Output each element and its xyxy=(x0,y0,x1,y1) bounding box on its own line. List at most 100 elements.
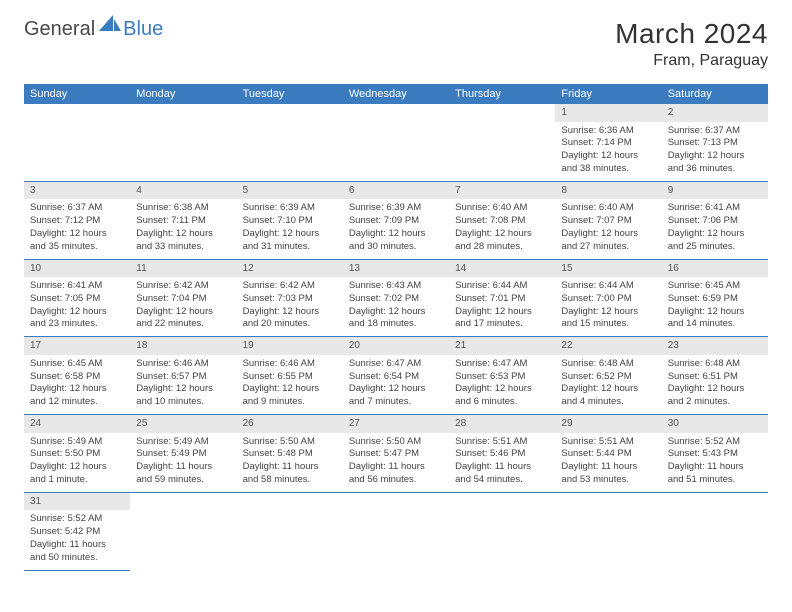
sunset-line: Sunset: 5:44 PM xyxy=(561,448,655,461)
daylight-line: Daylight: 12 hours and 31 minutes. xyxy=(243,228,337,254)
day-number-cell xyxy=(449,104,555,122)
weekday-header: Tuesday xyxy=(237,84,343,104)
day-detail-cell xyxy=(449,510,555,570)
day-detail-cell: Sunrise: 5:50 AMSunset: 5:47 PMDaylight:… xyxy=(343,433,449,493)
day-detail-cell: Sunrise: 5:50 AMSunset: 5:48 PMDaylight:… xyxy=(237,433,343,493)
day-number-cell: 3 xyxy=(24,181,130,199)
sunrise-line: Sunrise: 6:39 AM xyxy=(243,202,337,215)
day-number-cell: 27 xyxy=(343,415,449,433)
sunrise-line: Sunrise: 6:39 AM xyxy=(349,202,443,215)
day-detail-row: Sunrise: 6:37 AMSunset: 7:12 PMDaylight:… xyxy=(24,199,768,259)
day-number-row: 24252627282930 xyxy=(24,415,768,433)
day-number-cell: 8 xyxy=(555,181,661,199)
sunrise-line: Sunrise: 6:46 AM xyxy=(136,358,230,371)
sunrise-line: Sunrise: 6:38 AM xyxy=(136,202,230,215)
sunset-line: Sunset: 5:50 PM xyxy=(30,448,124,461)
sunset-line: Sunset: 7:05 PM xyxy=(30,293,124,306)
daylight-line: Daylight: 12 hours and 17 minutes. xyxy=(455,306,549,332)
day-detail-cell: Sunrise: 6:41 AMSunset: 7:06 PMDaylight:… xyxy=(662,199,768,259)
day-number-cell: 12 xyxy=(237,259,343,277)
day-number-cell: 31 xyxy=(24,492,130,510)
day-detail-cell: Sunrise: 6:48 AMSunset: 6:51 PMDaylight:… xyxy=(662,355,768,415)
daylight-line: Daylight: 11 hours and 59 minutes. xyxy=(136,461,230,487)
sunset-line: Sunset: 6:51 PM xyxy=(668,371,762,384)
day-detail-cell: Sunrise: 6:42 AMSunset: 7:04 PMDaylight:… xyxy=(130,277,236,337)
day-number-row: 12 xyxy=(24,104,768,122)
day-number-cell: 9 xyxy=(662,181,768,199)
day-detail-cell: Sunrise: 6:47 AMSunset: 6:53 PMDaylight:… xyxy=(449,355,555,415)
daylight-line: Daylight: 12 hours and 7 minutes. xyxy=(349,383,443,409)
weekday-header: Friday xyxy=(555,84,661,104)
sunrise-line: Sunrise: 6:40 AM xyxy=(455,202,549,215)
day-detail-cell xyxy=(449,122,555,182)
sunrise-line: Sunrise: 5:52 AM xyxy=(30,513,124,526)
sunrise-line: Sunrise: 6:40 AM xyxy=(561,202,655,215)
day-detail-cell: Sunrise: 5:51 AMSunset: 5:44 PMDaylight:… xyxy=(555,433,661,493)
day-detail-cell: Sunrise: 5:49 AMSunset: 5:49 PMDaylight:… xyxy=(130,433,236,493)
page-title: March 2024 xyxy=(615,18,768,50)
day-number-cell: 1 xyxy=(555,104,661,122)
day-detail-cell: Sunrise: 6:43 AMSunset: 7:02 PMDaylight:… xyxy=(343,277,449,337)
day-number-cell xyxy=(237,104,343,122)
day-detail-cell xyxy=(237,510,343,570)
day-number-cell: 20 xyxy=(343,337,449,355)
weekday-header: Saturday xyxy=(662,84,768,104)
sunset-line: Sunset: 7:00 PM xyxy=(561,293,655,306)
sunrise-line: Sunrise: 5:52 AM xyxy=(668,436,762,449)
day-detail-cell xyxy=(343,510,449,570)
day-detail-cell: Sunrise: 6:45 AMSunset: 6:58 PMDaylight:… xyxy=(24,355,130,415)
sunrise-line: Sunrise: 6:47 AM xyxy=(455,358,549,371)
sunrise-line: Sunrise: 6:46 AM xyxy=(243,358,337,371)
day-detail-cell: Sunrise: 6:38 AMSunset: 7:11 PMDaylight:… xyxy=(130,199,236,259)
daylight-line: Daylight: 12 hours and 33 minutes. xyxy=(136,228,230,254)
day-number-row: 17181920212223 xyxy=(24,337,768,355)
day-detail-row: Sunrise: 5:52 AMSunset: 5:42 PMDaylight:… xyxy=(24,510,768,570)
day-detail-cell: Sunrise: 6:37 AMSunset: 7:12 PMDaylight:… xyxy=(24,199,130,259)
day-detail-cell xyxy=(662,510,768,570)
day-number-cell: 11 xyxy=(130,259,236,277)
daylight-line: Daylight: 11 hours and 54 minutes. xyxy=(455,461,549,487)
day-detail-cell: Sunrise: 6:42 AMSunset: 7:03 PMDaylight:… xyxy=(237,277,343,337)
daylight-line: Daylight: 12 hours and 27 minutes. xyxy=(561,228,655,254)
day-number-cell: 17 xyxy=(24,337,130,355)
day-number-cell: 5 xyxy=(237,181,343,199)
sunset-line: Sunset: 7:09 PM xyxy=(349,215,443,228)
day-detail-cell xyxy=(343,122,449,182)
sunset-line: Sunset: 7:14 PM xyxy=(561,137,655,150)
day-number-cell: 7 xyxy=(449,181,555,199)
daylight-line: Daylight: 12 hours and 28 minutes. xyxy=(455,228,549,254)
day-detail-cell xyxy=(130,510,236,570)
header: General Blue March 2024 Fram, Paraguay xyxy=(24,18,768,70)
daylight-line: Daylight: 11 hours and 53 minutes. xyxy=(561,461,655,487)
day-detail-cell: Sunrise: 5:49 AMSunset: 5:50 PMDaylight:… xyxy=(24,433,130,493)
day-number-cell: 21 xyxy=(449,337,555,355)
day-number-row: 10111213141516 xyxy=(24,259,768,277)
daylight-line: Daylight: 11 hours and 56 minutes. xyxy=(349,461,443,487)
day-detail-cell: Sunrise: 6:46 AMSunset: 6:55 PMDaylight:… xyxy=(237,355,343,415)
day-number-cell: 2 xyxy=(662,104,768,122)
sunset-line: Sunset: 6:58 PM xyxy=(30,371,124,384)
day-number-cell: 30 xyxy=(662,415,768,433)
sunset-line: Sunset: 5:47 PM xyxy=(349,448,443,461)
sunrise-line: Sunrise: 6:45 AM xyxy=(668,280,762,293)
calendar-table: Sunday Monday Tuesday Wednesday Thursday… xyxy=(24,84,768,571)
daylight-line: Daylight: 11 hours and 58 minutes. xyxy=(243,461,337,487)
sunrise-line: Sunrise: 5:50 AM xyxy=(243,436,337,449)
day-number-cell xyxy=(130,492,236,510)
sunrise-line: Sunrise: 6:44 AM xyxy=(455,280,549,293)
sunset-line: Sunset: 7:10 PM xyxy=(243,215,337,228)
day-number-cell: 14 xyxy=(449,259,555,277)
sunrise-line: Sunrise: 5:51 AM xyxy=(561,436,655,449)
sunset-line: Sunset: 5:46 PM xyxy=(455,448,549,461)
day-detail-cell: Sunrise: 6:39 AMSunset: 7:10 PMDaylight:… xyxy=(237,199,343,259)
day-detail-cell xyxy=(555,510,661,570)
daylight-line: Daylight: 12 hours and 9 minutes. xyxy=(243,383,337,409)
sunrise-line: Sunrise: 6:37 AM xyxy=(668,125,762,138)
sunrise-line: Sunrise: 6:42 AM xyxy=(136,280,230,293)
day-detail-cell: Sunrise: 6:39 AMSunset: 7:09 PMDaylight:… xyxy=(343,199,449,259)
logo-text-blue: Blue xyxy=(123,18,163,41)
day-number-cell xyxy=(555,492,661,510)
daylight-line: Daylight: 12 hours and 4 minutes. xyxy=(561,383,655,409)
day-number-cell: 13 xyxy=(343,259,449,277)
day-number-cell: 24 xyxy=(24,415,130,433)
